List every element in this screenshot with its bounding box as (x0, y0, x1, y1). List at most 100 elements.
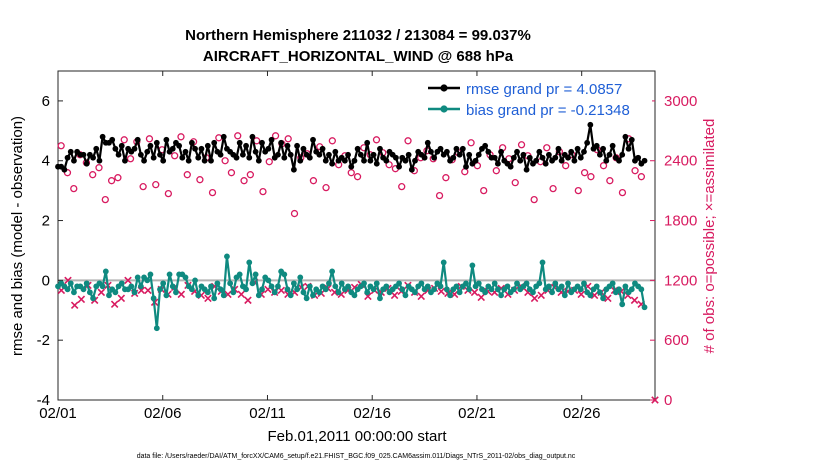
rmse-point (568, 148, 575, 155)
y-right-tick-label: 3000 (664, 93, 697, 110)
bias-point (268, 283, 275, 290)
rmse-point (581, 148, 587, 155)
obs-possible-point (435, 191, 444, 200)
rmse-point (122, 157, 128, 164)
obs-assimilated-stroke (137, 286, 146, 295)
rmse-point (616, 157, 622, 164)
bias-point (514, 280, 520, 287)
obs-assimilated-stroke (117, 294, 126, 303)
obs-assimilated-point (630, 296, 639, 305)
legend: rmse grand pr = 4.0857 bias grand pr = -… (416, 76, 652, 120)
rmse-point (131, 145, 138, 152)
rmse-point (278, 139, 285, 146)
obs-assimilated-point (651, 396, 659, 404)
obs-assimilated-point (390, 291, 399, 300)
rmse-point (233, 154, 240, 161)
obs-assimilated-stroke (64, 276, 72, 285)
obs-possible-point (196, 176, 204, 184)
bias-point (255, 292, 262, 299)
obs-assimilated-stroke (277, 286, 286, 295)
rmse-point (326, 151, 332, 158)
rmse-point (275, 151, 281, 158)
bias-point (137, 283, 144, 290)
bias-point (577, 286, 584, 293)
rmse-point (514, 148, 520, 155)
bias-point (99, 283, 106, 290)
bias-point (217, 286, 224, 293)
rmse-point (192, 145, 198, 152)
bias-point (236, 271, 243, 278)
obs-possible-point (208, 188, 217, 197)
obs-possible-point (120, 136, 128, 144)
rmse-point (577, 154, 584, 161)
y-left-tick-label: 6 (42, 93, 50, 110)
rmse-point (255, 157, 262, 164)
rmse-point (367, 157, 374, 164)
obs-possible-point (145, 135, 154, 143)
bias-point (153, 325, 160, 332)
obs-possible-point (290, 209, 299, 218)
obs-possible-point (126, 155, 135, 163)
bias-point (440, 259, 447, 266)
chart-title: Northern Hemisphere 211032 / 213084 = 99… (185, 27, 531, 44)
bias-point (469, 262, 476, 269)
x-tick-label: 02/01 (39, 405, 77, 422)
bias-point (173, 289, 179, 296)
rmse-point (281, 154, 288, 161)
obs-assimilated-point (177, 290, 186, 299)
obs-possible-point (240, 177, 248, 185)
rmse-point (147, 142, 154, 149)
bias-point (545, 283, 552, 290)
bias-point (616, 286, 622, 293)
series-layer (55, 121, 648, 332)
bias-point (364, 289, 371, 296)
x-axis-label: Feb.01,2011 00:00:00 start (267, 428, 447, 445)
bias-point (609, 280, 616, 287)
obs-possible-point (265, 158, 273, 166)
obs-assimilated-point (244, 296, 252, 305)
rmse-point (249, 133, 256, 140)
bias-point (447, 292, 453, 299)
rmse-point (220, 133, 227, 140)
obs-assimilated-point (530, 294, 539, 303)
bias-point (335, 289, 342, 296)
rmse-point (329, 160, 336, 167)
bias-point (431, 286, 438, 293)
rmse-point (555, 145, 562, 152)
obs-assimilated-stroke (537, 291, 545, 300)
rmse-point (290, 166, 297, 173)
obs-possible-point (492, 167, 500, 175)
rmse-point (341, 157, 348, 164)
rmse-point (437, 145, 444, 152)
obs-possible-point (177, 133, 185, 141)
rmse-point (83, 160, 90, 167)
rmse-point (182, 148, 189, 155)
obs-possible-point (63, 169, 72, 177)
rmse-point (412, 157, 418, 164)
y-left-tick-label: -2 (37, 332, 50, 349)
rmse-point (71, 157, 77, 164)
rmse-point (204, 142, 211, 149)
rmse-point (195, 154, 202, 161)
obs-assimilated-point (77, 295, 86, 304)
rmse-point (482, 142, 489, 149)
rmse-point (300, 145, 307, 152)
obs-assimilated-point (70, 301, 79, 310)
obs-possible-point (442, 174, 450, 182)
obs-assimilated-stroke (110, 300, 119, 309)
obs-assimilated-stroke (77, 295, 86, 304)
rmse-point (545, 151, 552, 158)
rmse-point (600, 145, 606, 152)
bias-point (475, 280, 482, 287)
bias-point (182, 274, 189, 281)
bias-point (565, 280, 571, 287)
obs-possible-point (606, 177, 614, 185)
rmse-point (571, 157, 578, 164)
obs-possible-point (328, 137, 336, 145)
bias-point (150, 295, 157, 302)
rmse-point (431, 154, 438, 161)
obs-assimilated-stroke (651, 396, 659, 404)
rmse-point (475, 151, 482, 158)
obs-assimilated-stroke (124, 276, 132, 285)
rmse-point (236, 139, 243, 146)
